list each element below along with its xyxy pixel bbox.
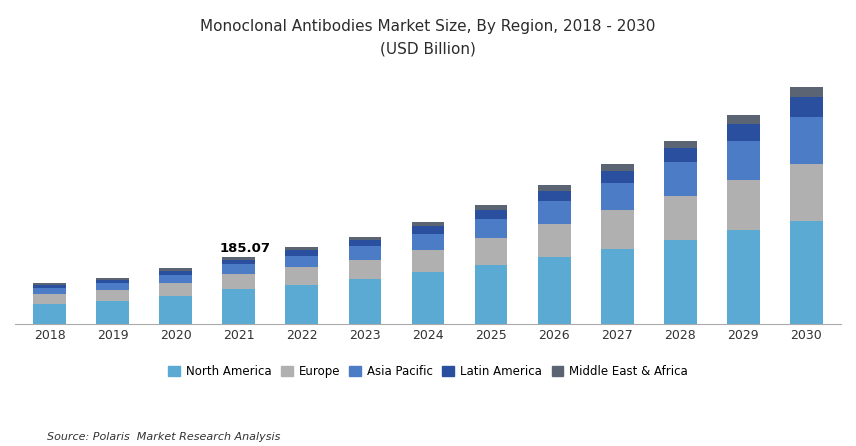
Bar — [412, 272, 444, 324]
Bar — [727, 140, 759, 180]
Bar — [663, 148, 697, 162]
Bar — [538, 201, 570, 224]
Bar — [223, 264, 255, 274]
Bar — [538, 185, 570, 191]
Bar — [286, 285, 318, 324]
Legend: North America, Europe, Asia Pacific, Latin America, Middle East & Africa: North America, Europe, Asia Pacific, Lat… — [168, 365, 688, 378]
Bar — [663, 196, 697, 240]
Bar — [348, 260, 381, 279]
Bar — [223, 274, 255, 289]
Bar — [223, 289, 255, 324]
Bar — [663, 140, 697, 148]
Bar — [475, 219, 508, 238]
Bar — [475, 210, 508, 219]
Bar — [790, 165, 823, 221]
Bar — [348, 279, 381, 324]
Bar — [790, 221, 823, 324]
Bar — [601, 182, 633, 211]
Bar — [33, 288, 66, 294]
Bar — [286, 250, 318, 256]
Bar — [790, 116, 823, 165]
Bar — [727, 115, 759, 124]
Bar — [159, 268, 193, 271]
Bar — [223, 257, 255, 260]
Bar — [97, 290, 129, 301]
Bar — [601, 171, 633, 182]
Bar — [790, 97, 823, 116]
Bar — [97, 283, 129, 290]
Bar — [412, 234, 444, 250]
Bar — [97, 278, 129, 280]
Bar — [33, 285, 66, 288]
Bar — [33, 283, 66, 285]
Bar — [601, 164, 633, 171]
Bar — [475, 265, 508, 324]
Bar — [33, 304, 66, 324]
Bar — [601, 211, 633, 248]
Bar — [727, 180, 759, 231]
Title: Monoclonal Antibodies Market Size, By Region, 2018 - 2030
(USD Billion): Monoclonal Antibodies Market Size, By Re… — [200, 20, 656, 57]
Text: 185.07: 185.07 — [220, 242, 270, 255]
Bar — [475, 238, 508, 265]
Bar — [286, 256, 318, 267]
Bar — [790, 87, 823, 97]
Bar — [412, 227, 444, 234]
Bar — [159, 283, 193, 296]
Bar — [159, 296, 193, 324]
Bar — [97, 301, 129, 324]
Bar — [348, 246, 381, 260]
Bar — [538, 257, 570, 324]
Bar — [538, 224, 570, 257]
Bar — [97, 280, 129, 283]
Text: Source: Polaris  Market Research Analysis: Source: Polaris Market Research Analysis — [47, 432, 281, 442]
Bar — [412, 250, 444, 272]
Bar — [159, 271, 193, 275]
Bar — [727, 231, 759, 324]
Bar — [348, 240, 381, 246]
Bar — [286, 247, 318, 250]
Bar — [223, 260, 255, 264]
Bar — [33, 294, 66, 304]
Bar — [538, 191, 570, 201]
Bar — [601, 248, 633, 324]
Bar — [348, 236, 381, 240]
Bar — [159, 275, 193, 283]
Bar — [663, 162, 697, 196]
Bar — [412, 222, 444, 227]
Bar — [475, 205, 508, 210]
Bar — [286, 267, 318, 285]
Bar — [663, 240, 697, 324]
Bar — [727, 124, 759, 140]
